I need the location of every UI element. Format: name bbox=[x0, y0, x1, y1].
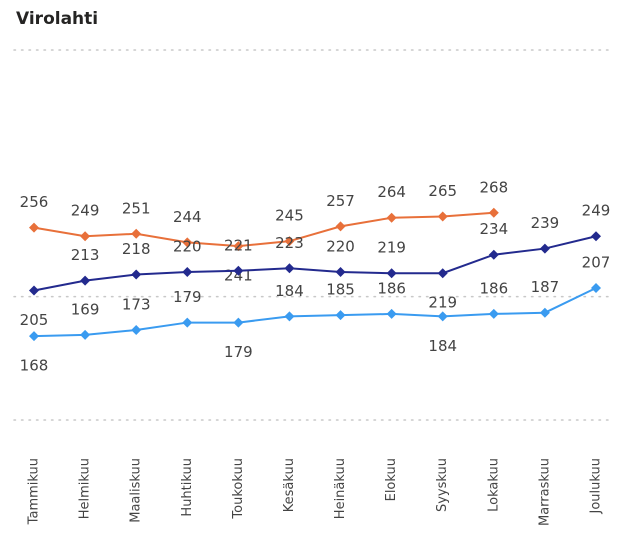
data-label: 223 bbox=[275, 234, 304, 252]
marker bbox=[335, 267, 346, 277]
data-label: 184 bbox=[428, 337, 457, 355]
marker bbox=[182, 237, 193, 248]
data-label: 173 bbox=[122, 295, 151, 313]
marker bbox=[437, 268, 448, 279]
data-label: 205 bbox=[20, 311, 49, 329]
x-tick-label: Kesäkuu bbox=[282, 458, 297, 512]
x-tick-label: Maaliskuu bbox=[129, 458, 144, 523]
series-line bbox=[33, 235, 597, 292]
x-tick-label: Toukokuu bbox=[231, 458, 246, 520]
x-tick-label: Huhtikuu bbox=[180, 458, 195, 517]
marker bbox=[437, 311, 448, 322]
marker bbox=[80, 231, 91, 242]
data-label: 186 bbox=[377, 279, 406, 297]
data-label: 220 bbox=[173, 238, 202, 256]
marker bbox=[284, 236, 295, 247]
data-label: 187 bbox=[531, 278, 560, 296]
marker bbox=[80, 275, 91, 286]
marker bbox=[386, 268, 397, 279]
series-line bbox=[33, 287, 597, 338]
data-label: 257 bbox=[326, 192, 355, 210]
marker bbox=[591, 283, 601, 294]
data-label: 245 bbox=[275, 207, 304, 225]
marker bbox=[29, 222, 39, 233]
x-tick-label: Syyskuu bbox=[435, 458, 450, 512]
data-label: 265 bbox=[428, 182, 457, 200]
x-tick-label: Lokakuu bbox=[486, 458, 501, 512]
data-label: 256 bbox=[20, 193, 49, 211]
marker bbox=[80, 329, 91, 340]
data-label: 234 bbox=[479, 220, 508, 238]
data-label: 249 bbox=[582, 202, 611, 220]
data-label: 264 bbox=[377, 183, 406, 201]
data-label: 207 bbox=[582, 254, 611, 272]
marker bbox=[284, 311, 295, 322]
data-label: 249 bbox=[71, 202, 100, 220]
data-label: 169 bbox=[71, 300, 100, 318]
data-label: 219 bbox=[377, 239, 406, 257]
marker bbox=[233, 241, 244, 252]
data-label: 179 bbox=[173, 288, 202, 306]
marker bbox=[488, 249, 499, 260]
data-label: 244 bbox=[173, 208, 202, 226]
marker bbox=[386, 212, 397, 223]
data-label: 220 bbox=[326, 238, 355, 256]
marker bbox=[386, 308, 397, 319]
data-label: 168 bbox=[20, 357, 49, 375]
marker bbox=[182, 317, 193, 328]
x-tick-label: Helmikuu bbox=[78, 458, 93, 519]
marker bbox=[182, 267, 193, 277]
data-label: 184 bbox=[275, 282, 304, 300]
x-tick-label: Elokuu bbox=[384, 458, 399, 501]
data-label: 213 bbox=[71, 246, 100, 264]
marker bbox=[335, 310, 346, 321]
data-label: 219 bbox=[428, 294, 457, 312]
marker bbox=[29, 285, 39, 296]
x-tick-label: Heinäkuu bbox=[333, 458, 348, 519]
marker bbox=[131, 228, 142, 239]
marker bbox=[284, 263, 295, 274]
marker bbox=[591, 231, 601, 242]
marker bbox=[335, 221, 346, 232]
marker bbox=[539, 307, 550, 318]
x-tick-label: Marraskuu bbox=[537, 458, 552, 526]
marker bbox=[29, 331, 39, 342]
data-label: 186 bbox=[479, 279, 508, 297]
chart-title: Virolahti bbox=[16, 9, 98, 29]
data-label: 268 bbox=[479, 178, 508, 196]
data-label: 185 bbox=[326, 281, 355, 299]
marker bbox=[131, 324, 142, 335]
data-label: 239 bbox=[531, 214, 560, 232]
data-label: 179 bbox=[224, 343, 253, 361]
marker bbox=[437, 211, 448, 222]
series-line bbox=[33, 211, 494, 248]
marker bbox=[488, 308, 499, 319]
marker bbox=[131, 269, 142, 280]
x-tick-label: Tammikuu bbox=[27, 458, 42, 525]
marker bbox=[233, 265, 244, 276]
marker bbox=[539, 243, 550, 254]
marker bbox=[233, 317, 244, 328]
x-tick-label: Joulukuu bbox=[589, 458, 604, 515]
marker bbox=[488, 207, 499, 218]
data-label: 218 bbox=[122, 240, 151, 258]
data-label: 221 bbox=[224, 236, 253, 254]
data-label: 251 bbox=[122, 199, 151, 217]
